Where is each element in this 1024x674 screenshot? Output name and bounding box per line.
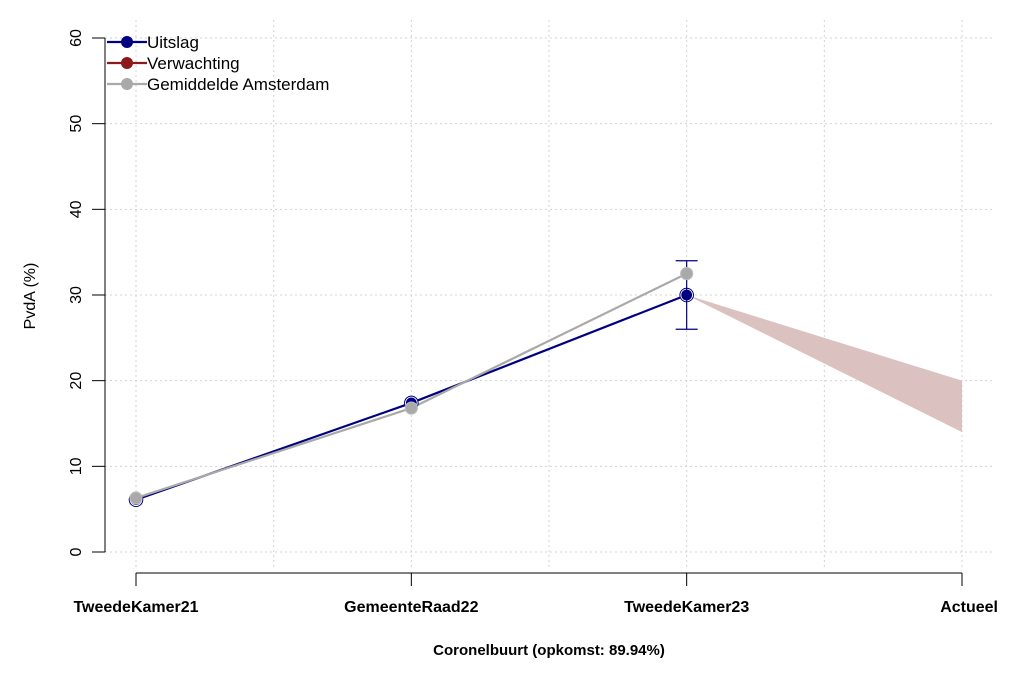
series-layer <box>128 260 698 508</box>
y-tick-label: 30 <box>68 286 85 304</box>
y-tick-label: 40 <box>68 200 85 218</box>
y-tick-label: 0 <box>68 547 85 556</box>
x-axis-title: Coronelbuurt (opkomst: 89.94%) <box>433 642 665 659</box>
x-tick-label: TweedeKamer23 <box>624 599 749 616</box>
x-tick-label: TweedeKamer21 <box>73 599 198 616</box>
x-axis: TweedeKamer21 GemeenteRaad22 TweedeKamer23… <box>73 572 998 616</box>
y-tick-label: 60 <box>68 29 85 47</box>
legend-marker <box>121 36 133 48</box>
y-tick-label: 10 <box>68 457 85 475</box>
legend-label: Verwachting <box>147 54 240 73</box>
data-point <box>680 266 694 281</box>
y-axis: 0 10 20 30 40 50 60 <box>68 29 106 556</box>
legend-label: Gemiddelde Amsterdam <box>147 75 329 94</box>
data-point <box>129 491 143 505</box>
y-tick-label: 50 <box>68 115 85 133</box>
legend-marker <box>121 78 133 90</box>
data-point <box>404 401 418 415</box>
forecast-band-layer <box>686 295 962 433</box>
legend-label: Uitslag <box>147 33 199 52</box>
y-tick-label: 20 <box>68 372 85 390</box>
legend: Uitslag Verwachting Gemiddelde Amsterdam <box>107 33 329 94</box>
grid <box>105 20 995 570</box>
legend-marker <box>121 57 133 69</box>
forecast-band <box>686 295 962 433</box>
x-tick-label: Actueel <box>940 599 998 616</box>
x-tick-label: GemeenteRaad22 <box>344 599 478 616</box>
y-axis-title: PvdA (%) <box>22 263 39 330</box>
